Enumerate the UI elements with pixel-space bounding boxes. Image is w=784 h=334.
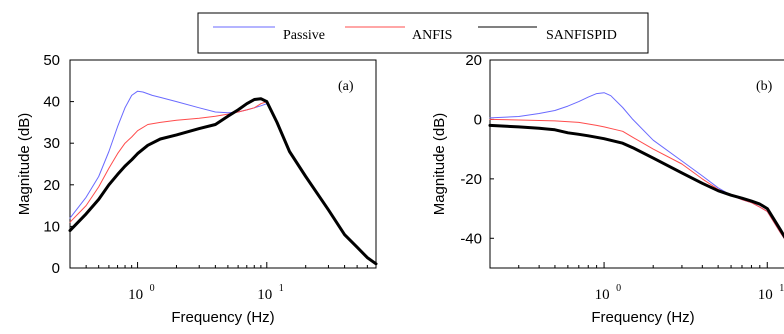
xtick-label: 10 <box>758 287 773 303</box>
yticks-b: -40 -20 0 20 <box>460 52 494 247</box>
xticks-b: 10 0 10 1 <box>489 262 784 303</box>
plot-frame-b <box>489 59 784 269</box>
y-axis-label-b: Magnitude (dB) <box>431 113 448 216</box>
xtick-exponent: 0 <box>150 283 155 294</box>
legend-label-sanfispid: SANFISPID <box>546 28 617 43</box>
xtick-exponent: 1 <box>779 283 784 294</box>
ytick-label: 20 <box>465 52 482 69</box>
ytick-label: 30 <box>43 135 60 152</box>
legend-label-passive: Passive <box>283 28 325 43</box>
series-line-sanfispid <box>68 97 378 266</box>
ytick-label: 50 <box>43 52 60 69</box>
yticks-a: 0 10 20 30 40 50 <box>43 52 74 277</box>
ytick-label: 0 <box>52 260 60 277</box>
xticks-a: 10 0 10 1 <box>69 262 377 303</box>
ytick-label: -20 <box>460 171 482 188</box>
series-a <box>68 90 378 266</box>
x-axis-label-b: Frequency (Hz) <box>591 309 694 326</box>
chart-panel-a: 0 10 20 30 40 50 10 0 10 1 (a) Frequency (Hz) Ma… <box>16 52 378 326</box>
xtick-label: 10 <box>128 287 143 303</box>
series-line-anfis <box>69 101 377 265</box>
xtick-label: 10 <box>595 287 610 303</box>
xtick-exponent: 1 <box>279 283 284 294</box>
legend: Passive ANFIS SANFISPID <box>197 12 649 54</box>
chart-panel-b: -40 -20 0 20 10 0 10 1 (b) Frequency (Hz) Magn… <box>431 52 784 326</box>
x-axis-label-a: Frequency (Hz) <box>171 309 274 326</box>
xtick-exponent: 0 <box>616 283 621 294</box>
series-line-anfis <box>489 118 784 239</box>
y-axis-label-a: Magnitude (dB) <box>16 113 33 216</box>
ytick-label: -40 <box>460 230 482 247</box>
ytick-label: 20 <box>43 177 60 194</box>
series-line-sanfispid <box>488 123 784 239</box>
ytick-label: 0 <box>474 111 482 128</box>
series-line-passive <box>489 92 784 239</box>
ytick-label: 40 <box>43 94 60 111</box>
legend-box <box>197 12 649 54</box>
panel-label-a: (a) <box>338 79 354 94</box>
ytick-label: 10 <box>43 218 60 235</box>
xtick-label: 10 <box>257 287 272 303</box>
panel-label-b: (b) <box>756 79 773 94</box>
plot-frame-a <box>69 59 377 269</box>
series-b <box>488 92 784 239</box>
legend-label-anfis: ANFIS <box>412 28 452 43</box>
